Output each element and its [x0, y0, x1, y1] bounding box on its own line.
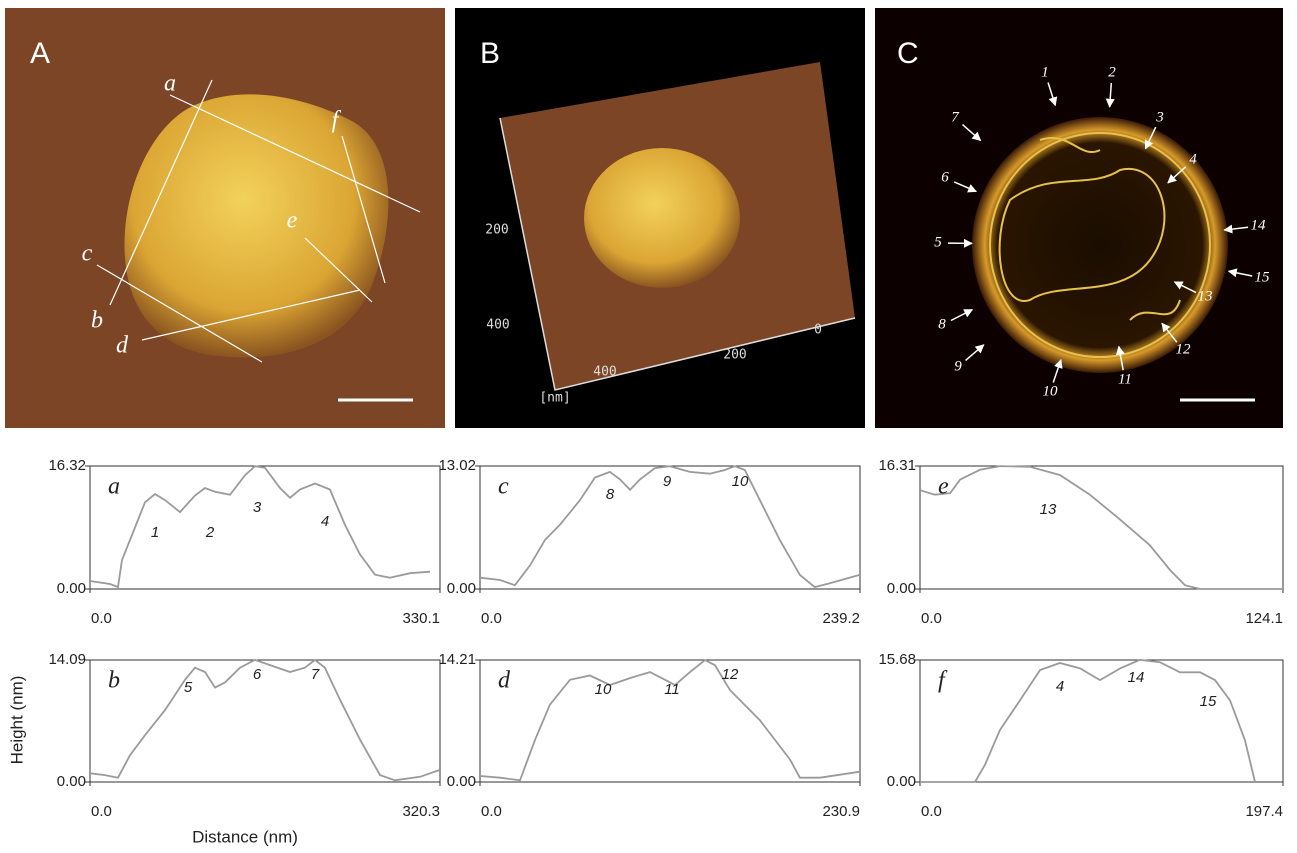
panel-label: A	[30, 37, 50, 70]
x-tick-label: 0.0	[91, 610, 112, 627]
image-b	[455, 8, 865, 428]
y-tick-label: 0.00	[887, 773, 916, 790]
peak-label: 9	[663, 473, 672, 490]
peak-label: 14	[1128, 669, 1145, 686]
axis-label: 400	[486, 318, 509, 333]
profile-label: f	[938, 668, 948, 694]
x-tick-label: 320.3	[402, 803, 440, 820]
feature-label: 9	[954, 358, 962, 374]
axis-label: 400	[593, 365, 616, 380]
peak-label: 15	[1200, 693, 1217, 710]
peak-label: 5	[184, 679, 193, 696]
y-tick-label: 0.00	[447, 580, 476, 597]
profile-label: e	[938, 474, 949, 500]
peak-label: 11	[664, 681, 680, 698]
x-tick-label: 0.0	[921, 803, 942, 820]
peak-label: 1	[151, 524, 159, 541]
line-label: b	[91, 308, 103, 334]
panel-label: B	[480, 37, 500, 70]
panel-label: C	[897, 37, 919, 70]
x-tick-label: 0.0	[921, 610, 942, 627]
feature-label: 6	[941, 169, 949, 185]
axis-label: 200	[485, 223, 508, 238]
peak-label: 3	[253, 499, 262, 516]
profile-line	[920, 660, 1255, 782]
feature-label: 14	[1251, 217, 1267, 233]
image-c	[875, 8, 1283, 428]
y-tick-label: 14.21	[438, 651, 476, 668]
axis-label: 200	[723, 348, 746, 363]
peak-label: 2	[205, 524, 215, 541]
axis-label: 0	[814, 323, 822, 338]
x-tick-label: 0.0	[481, 803, 502, 820]
profile-line	[90, 466, 430, 587]
x-tick-label: 230.9	[822, 803, 860, 820]
peak-label: 8	[606, 486, 615, 503]
x-tick-label: 239.2	[822, 610, 860, 627]
profile-label: b	[108, 668, 120, 694]
feature-label: 12	[1176, 341, 1192, 357]
feature-label: 10	[1043, 383, 1059, 399]
y-tick-label: 0.00	[57, 773, 86, 790]
profile-line	[90, 660, 440, 780]
x-tick-label: 0.0	[91, 803, 112, 820]
x-tick-label: 197.4	[1245, 803, 1283, 820]
peak-label: 10	[732, 473, 749, 490]
profile-label: a	[108, 474, 120, 500]
feature-label: 8	[938, 316, 946, 332]
figure: AabcdefB2004004002000[nm]C12345678910111…	[0, 0, 1297, 853]
peak-label: 4	[321, 513, 329, 530]
line-label: c	[82, 241, 93, 267]
y-tick-label: 0.00	[447, 773, 476, 790]
x-tick-label: 330.1	[402, 610, 440, 627]
plot-frame	[480, 660, 860, 782]
plot-frame	[920, 466, 1283, 589]
plot-frame	[90, 660, 440, 782]
peak-label: 4	[1056, 678, 1064, 695]
peak-label: 10	[595, 681, 612, 698]
profile-line	[920, 466, 1283, 589]
y-axis-title: Height (nm)	[7, 676, 26, 765]
y-tick-label: 16.31	[878, 457, 916, 474]
y-tick-label: 16.32	[48, 457, 86, 474]
line-label: a	[164, 71, 176, 97]
feature-label: 3	[1155, 109, 1164, 125]
y-tick-label: 0.00	[57, 580, 86, 597]
y-tick-label: 0.00	[887, 580, 916, 597]
profile-label: c	[498, 474, 509, 500]
peak-label: 6	[253, 666, 262, 683]
y-tick-label: 15.68	[878, 651, 916, 668]
profile-label: d	[498, 668, 511, 694]
line-label: e	[287, 208, 298, 234]
feature-label: 1	[1041, 64, 1049, 80]
plot-frame	[90, 466, 440, 589]
axis-label: [nm]	[539, 391, 570, 406]
y-tick-label: 14.09	[48, 651, 86, 668]
profile-line	[480, 660, 860, 780]
peak-label: 12	[722, 666, 739, 683]
x-axis-title: Distance (nm)	[192, 827, 298, 846]
feature-label: 15	[1255, 269, 1271, 285]
peak-label: 13	[1040, 501, 1057, 518]
y-tick-label: 13.02	[438, 457, 476, 474]
feature-label: 11	[1118, 371, 1132, 387]
line-label: d	[116, 333, 129, 359]
x-tick-label: 124.1	[1245, 610, 1283, 627]
peak-label: 7	[311, 666, 320, 683]
image-a	[5, 8, 445, 428]
feature-label: 13	[1198, 288, 1213, 304]
feature-label: 5	[934, 234, 942, 250]
x-tick-label: 0.0	[481, 610, 502, 627]
feature-label: 2	[1108, 64, 1116, 80]
feature-label: 4	[1189, 151, 1197, 167]
